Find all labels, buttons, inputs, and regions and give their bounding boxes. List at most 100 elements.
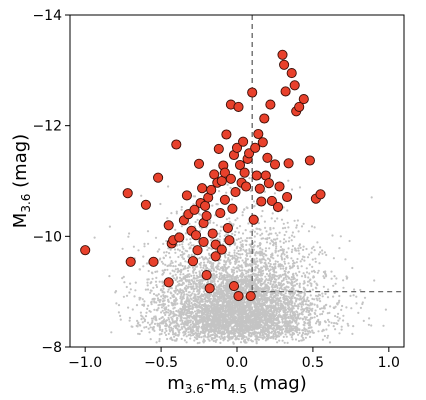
background-point (238, 309, 241, 312)
background-point (192, 325, 196, 328)
background-point (186, 279, 189, 282)
background-point (291, 231, 294, 234)
background-point (307, 230, 311, 233)
background-point (266, 299, 269, 302)
background-point (295, 249, 298, 252)
background-point (215, 286, 218, 289)
background-point (181, 305, 184, 309)
background-point (188, 275, 191, 278)
background-point (284, 267, 287, 270)
background-point (290, 325, 293, 328)
background-point (180, 293, 183, 296)
background-point (231, 254, 234, 257)
background-point (187, 269, 190, 272)
background-point (274, 337, 277, 341)
background-point (148, 323, 151, 326)
background-point (313, 249, 316, 252)
background-point (244, 280, 247, 284)
background-point (284, 327, 287, 330)
background-point (251, 229, 254, 232)
background-point (184, 317, 187, 320)
background-point (168, 252, 171, 255)
background-point (200, 311, 203, 314)
background-point (327, 288, 330, 291)
background-point (218, 322, 221, 325)
background-point (253, 235, 256, 238)
background-point (309, 316, 313, 319)
background-point (335, 277, 338, 280)
background-point (173, 270, 176, 273)
background-point (170, 292, 173, 295)
background-point (174, 251, 177, 254)
background-point (223, 320, 226, 323)
background-point (287, 262, 290, 265)
background-point (280, 316, 283, 319)
background-point (122, 295, 125, 298)
background-point (309, 331, 312, 334)
background-point (192, 195, 195, 198)
background-point (304, 275, 307, 279)
background-point (160, 306, 164, 309)
background-point (205, 293, 208, 296)
background-point (282, 328, 285, 331)
background-point (263, 280, 266, 283)
background-point (262, 331, 265, 334)
background-point (301, 313, 304, 316)
background-point (245, 249, 248, 252)
background-point (174, 334, 177, 337)
background-point (173, 335, 176, 338)
background-point (253, 302, 256, 305)
background-point (224, 263, 227, 266)
background-point (242, 287, 245, 290)
background-point (156, 297, 160, 300)
background-point (182, 276, 185, 279)
background-point (278, 339, 281, 342)
background-point (168, 314, 171, 317)
background-point (169, 330, 172, 333)
background-point (233, 271, 236, 274)
background-point (220, 285, 223, 288)
background-point (238, 246, 242, 249)
background-point (236, 217, 239, 220)
background-point (157, 304, 160, 307)
background-point (174, 260, 177, 263)
background-point (285, 320, 288, 323)
background-point (158, 248, 161, 251)
background-point (214, 274, 217, 277)
background-point (169, 272, 172, 275)
background-point (138, 296, 141, 299)
background-point (251, 272, 255, 275)
background-point (263, 335, 266, 339)
background-point (215, 306, 218, 309)
background-point (239, 275, 242, 278)
background-point (281, 227, 285, 230)
background-point (245, 275, 248, 278)
background-point (284, 226, 287, 229)
background-point (283, 315, 286, 318)
background-point (197, 327, 200, 330)
background-point (185, 293, 188, 296)
background-point (206, 336, 209, 339)
background-point (233, 233, 236, 237)
background-point (280, 256, 283, 260)
background-point (311, 288, 314, 291)
background-point (212, 263, 215, 267)
background-point (246, 284, 249, 287)
background-point (292, 264, 296, 267)
background-point (293, 296, 296, 299)
background-point (180, 298, 183, 302)
background-point (298, 286, 301, 289)
background-point (237, 334, 240, 337)
background-point (262, 255, 265, 258)
background-point (286, 281, 289, 284)
background-point (241, 239, 244, 242)
background-point (293, 304, 296, 307)
background-point (373, 279, 376, 282)
background-point (269, 293, 272, 296)
background-point (206, 315, 209, 318)
background-point (221, 321, 225, 324)
background-point (228, 217, 231, 220)
background-point (183, 330, 186, 333)
